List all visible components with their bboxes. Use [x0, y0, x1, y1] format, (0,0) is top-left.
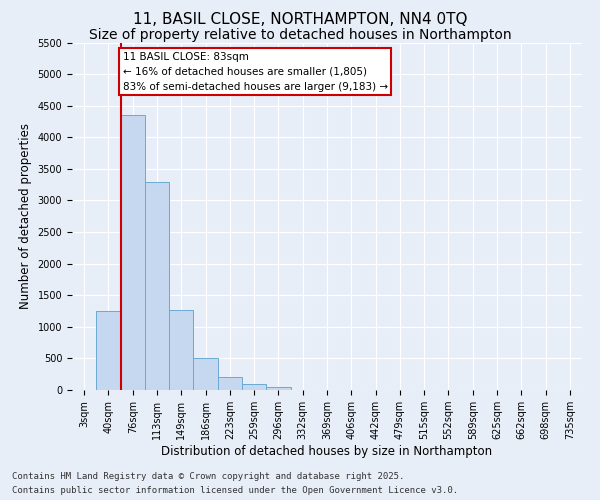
Bar	[193, 358, 218, 390]
Bar	[218, 378, 242, 390]
Text: 11, BASIL CLOSE, NORTHAMPTON, NN4 0TQ: 11, BASIL CLOSE, NORTHAMPTON, NN4 0TQ	[133, 12, 467, 28]
Bar	[96, 311, 121, 390]
Text: Contains public sector information licensed under the Open Government Licence v3: Contains public sector information licen…	[12, 486, 458, 495]
Text: 11 BASIL CLOSE: 83sqm
← 16% of detached houses are smaller (1,805)
83% of semi-d: 11 BASIL CLOSE: 83sqm ← 16% of detached …	[122, 52, 388, 92]
Bar	[169, 310, 193, 390]
Text: Size of property relative to detached houses in Northampton: Size of property relative to detached ho…	[89, 28, 511, 42]
Bar	[145, 182, 169, 390]
Bar	[121, 115, 145, 390]
Bar	[266, 386, 290, 390]
X-axis label: Distribution of detached houses by size in Northampton: Distribution of detached houses by size …	[161, 445, 493, 458]
Text: Contains HM Land Registry data © Crown copyright and database right 2025.: Contains HM Land Registry data © Crown c…	[12, 472, 404, 481]
Bar	[242, 384, 266, 390]
Y-axis label: Number of detached properties: Number of detached properties	[19, 123, 32, 309]
